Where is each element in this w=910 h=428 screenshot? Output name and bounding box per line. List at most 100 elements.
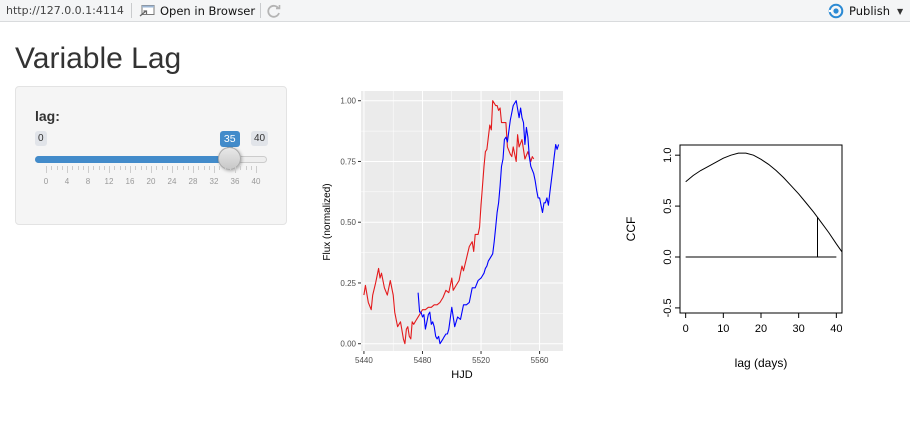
slider-grid-label: 36 bbox=[230, 177, 240, 186]
slider-grid-minor-tick bbox=[61, 166, 63, 170]
y-axis-label: CCF bbox=[624, 217, 638, 242]
y-tick-label: 1.00 bbox=[340, 97, 356, 106]
x-axis-label: lag (days) bbox=[735, 356, 788, 370]
slider-grid-minor-tick bbox=[119, 166, 121, 170]
chevron-down-icon[interactable]: ▼ bbox=[897, 6, 904, 16]
y-tick-label: 0.00 bbox=[340, 340, 356, 349]
url-text: http://127.0.0.1:4114 bbox=[6, 4, 124, 17]
slider-grid-minor-tick bbox=[156, 166, 158, 170]
slider-value-label: 35 bbox=[219, 131, 240, 150]
slider-grid-label: 24 bbox=[167, 177, 177, 186]
slider-grid-minor-tick bbox=[114, 166, 116, 170]
publish-button[interactable]: Publish ▼ bbox=[828, 2, 903, 20]
slider-grid-minor-tick bbox=[51, 166, 53, 170]
slider-grid-minor-tick bbox=[161, 166, 163, 170]
x-tick-label: 30 bbox=[793, 323, 805, 335]
y-tick-label: 0.0 bbox=[662, 249, 674, 264]
open-in-browser-label: Open in Browser bbox=[160, 4, 256, 18]
slider-grid-minor-tick bbox=[124, 166, 126, 170]
x-tick-label: 5440 bbox=[355, 356, 373, 365]
slider-grid-tick bbox=[46, 166, 47, 173]
slider-min-label: 0 bbox=[35, 131, 47, 146]
slider-grid-label: 8 bbox=[85, 177, 91, 186]
slider-grid-minor-tick bbox=[203, 166, 205, 170]
y-tick-label: 0.75 bbox=[340, 157, 356, 166]
slider-bar bbox=[35, 156, 230, 163]
y-tick-label: -0.5 bbox=[662, 298, 674, 317]
y-tick-label: 0.5 bbox=[662, 198, 674, 213]
x-axis-label: HJD bbox=[451, 369, 472, 381]
y-tick-label: 1.0 bbox=[662, 148, 674, 163]
plot-box bbox=[679, 144, 843, 314]
slider-grid-tick bbox=[88, 166, 89, 173]
slider-grid-minor-tick bbox=[56, 166, 58, 170]
x-tick-label: 10 bbox=[717, 323, 729, 335]
slider-grid-label: 20 bbox=[146, 177, 156, 186]
slider-grid-minor-tick bbox=[224, 166, 226, 170]
slider-grid-tick bbox=[214, 166, 215, 173]
open-in-browser-button[interactable]: Open in Browser bbox=[139, 2, 255, 20]
ccf-plot: 0 10 20 30 40 -0.5 0.0 0.5 1.0 lag (days) CCF bbox=[624, 144, 843, 370]
page-title: Variable Lag bbox=[15, 42, 182, 75]
slider-grid-label: 12 bbox=[104, 177, 114, 186]
publish-label: Publish bbox=[849, 4, 890, 18]
slider-grid-label: 4 bbox=[64, 177, 70, 186]
slider-grid-label: 28 bbox=[188, 177, 198, 186]
slider-grid-minor-tick bbox=[219, 166, 221, 170]
slider-grid-minor-tick bbox=[77, 166, 79, 170]
x-tick-label: 20 bbox=[755, 323, 767, 335]
toolbar-divider bbox=[260, 3, 261, 18]
slider-grid-tick bbox=[130, 166, 131, 173]
slider-grid-label: 0 bbox=[43, 177, 49, 186]
slider-grid-tick bbox=[193, 166, 194, 173]
slider-grid-minor-tick bbox=[245, 166, 247, 170]
viewer-toolbar: http://127.0.0.1:4114 Open in Browser Pu… bbox=[0, 0, 910, 22]
open-in-browser-icon bbox=[139, 5, 155, 17]
refresh-icon[interactable] bbox=[266, 3, 282, 19]
x-tick-label: 5520 bbox=[472, 356, 490, 365]
slider-grid-minor-tick bbox=[145, 166, 147, 170]
series-line-red bbox=[363, 100, 535, 345]
y-tick-label: 0.50 bbox=[340, 218, 356, 227]
slider-grid-minor-tick bbox=[72, 166, 74, 170]
y-tick-label: 0.25 bbox=[340, 279, 356, 288]
slider-grid-minor-tick bbox=[187, 166, 189, 170]
slider-grid-minor-tick bbox=[198, 166, 200, 170]
slider-grid-minor-tick bbox=[135, 166, 137, 170]
slider-grid-minor-tick bbox=[103, 166, 105, 170]
slider-grid-minor-tick bbox=[166, 166, 168, 170]
slider-grid-minor-tick bbox=[250, 166, 252, 170]
lag-slider-label: lag: bbox=[35, 108, 60, 124]
x-tick-label: 5560 bbox=[531, 356, 549, 365]
slider-grid-tick bbox=[67, 166, 68, 173]
slider-grid-minor-tick bbox=[229, 166, 231, 170]
slider-grid-minor-tick bbox=[240, 166, 242, 170]
slider-grid-tick bbox=[172, 166, 173, 173]
slider-grid-minor-tick bbox=[82, 166, 84, 170]
slider-grid-minor-tick bbox=[98, 166, 100, 170]
x-tick-label: 5480 bbox=[414, 356, 432, 365]
slider-grid-minor-tick bbox=[182, 166, 184, 170]
y-axis-label: Flux (normalized) bbox=[322, 183, 333, 260]
slider-grid-minor-tick bbox=[93, 166, 95, 170]
publish-icon bbox=[828, 3, 844, 19]
slider-grid-tick bbox=[235, 166, 236, 173]
x-tick-label: 0 bbox=[683, 323, 689, 335]
slider-grid-label: 40 bbox=[251, 177, 261, 186]
slider-grid-minor-tick bbox=[208, 166, 210, 170]
slider-grid-tick bbox=[151, 166, 152, 173]
slider-grid: 0 4 8 12 16 20 24 28 32 36 40 bbox=[35, 166, 267, 190]
slider-grid-label: 32 bbox=[209, 177, 219, 186]
slider-grid-tick bbox=[109, 166, 110, 173]
slider-grid-minor-tick bbox=[177, 166, 179, 170]
slider-grid-label: 16 bbox=[125, 177, 135, 186]
slider-grid-tick bbox=[256, 166, 257, 173]
slider-max-label: 40 bbox=[251, 131, 269, 146]
x-tick-label: 40 bbox=[830, 323, 842, 335]
slider-grid-minor-tick bbox=[140, 166, 142, 170]
flux-time-series-plot: 0.00 0.25 0.50 0.75 1.00 5440 5480 5520 5560 HJD… bbox=[322, 91, 563, 381]
sidebar-panel bbox=[15, 86, 287, 225]
toolbar-divider bbox=[131, 3, 132, 18]
series-line-blue bbox=[417, 100, 560, 345]
ccf-curve bbox=[685, 152, 843, 253]
